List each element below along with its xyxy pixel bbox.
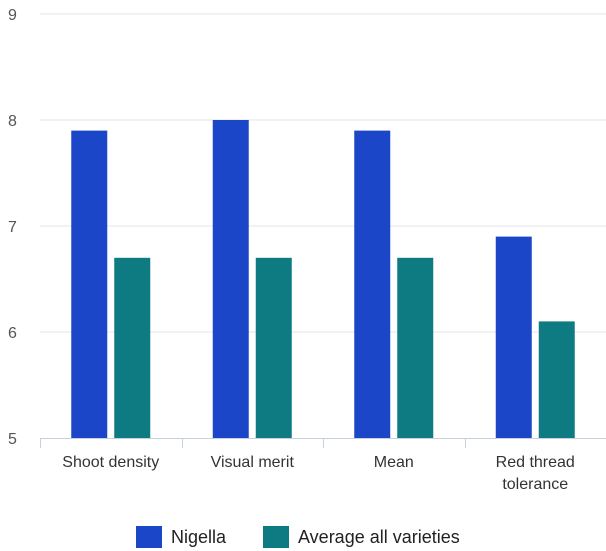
legend-item-nigella[interactable]: Nigella bbox=[136, 524, 226, 550]
bar-nigella-3[interactable] bbox=[495, 236, 532, 438]
legend-label-average: Average all varieties bbox=[298, 526, 460, 547]
x-category-label-1: Visual merit bbox=[211, 454, 295, 471]
y-tick-label-5: 5 bbox=[8, 431, 17, 448]
x-category-label-0: Shoot density bbox=[62, 454, 159, 471]
legend-swatch-average bbox=[263, 526, 289, 548]
bar-nigella-0[interactable] bbox=[71, 130, 108, 438]
bar-average-0[interactable] bbox=[114, 257, 151, 438]
bar-average-1[interactable] bbox=[255, 257, 292, 438]
legend-item-average[interactable]: Average all varieties bbox=[263, 524, 460, 550]
bar-nigella-1[interactable] bbox=[212, 120, 249, 438]
bar-average-3[interactable] bbox=[538, 321, 575, 438]
y-tick-label-9: 9 bbox=[8, 7, 17, 24]
y-axis-ticks: 5 6 7 8 9 bbox=[8, 7, 17, 448]
bar-chart: 5 6 7 8 9 Shoot density Visual merit Mean Red t… bbox=[8, 7, 606, 493]
x-category-label-3-line-1: tolerance bbox=[502, 476, 568, 493]
x-category-label-2: Mean bbox=[374, 454, 414, 471]
bar-average-2[interactable] bbox=[397, 257, 434, 438]
bars bbox=[71, 120, 575, 438]
y-tick-label-8: 8 bbox=[8, 113, 17, 130]
legend-swatch-nigella bbox=[136, 526, 162, 548]
x-axis: Shoot density Visual merit Mean Red thread t… bbox=[40, 438, 606, 493]
y-tick-label-6: 6 bbox=[8, 325, 17, 342]
legend-label-nigella: Nigella bbox=[171, 526, 227, 547]
y-tick-label-7: 7 bbox=[8, 219, 17, 236]
x-category-label-3-line-0: Red thread bbox=[496, 454, 575, 471]
legend: Nigella Average all varieties bbox=[0, 524, 606, 550]
bar-nigella-2[interactable] bbox=[354, 130, 391, 438]
